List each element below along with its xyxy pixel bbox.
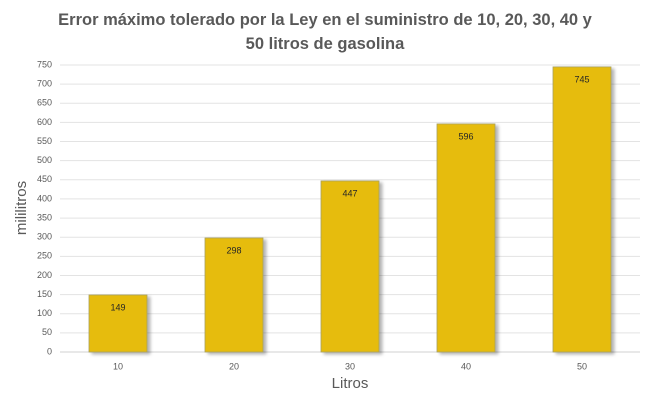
y-tick-label: 0	[47, 346, 52, 356]
data-label: 447	[342, 188, 357, 198]
bar	[204, 237, 264, 353]
y-tick-label: 250	[37, 251, 52, 261]
data-label: 745	[574, 74, 589, 84]
x-tick-label: 10	[113, 361, 123, 371]
x-tick-label: 50	[577, 361, 587, 371]
y-tick-label: 400	[37, 193, 52, 203]
x-tick-label: 30	[345, 361, 355, 371]
y-tick-label: 550	[37, 136, 52, 146]
x-tick-label: 40	[461, 361, 471, 371]
y-axis-title: mililitros	[13, 181, 30, 235]
y-tick-label: 600	[37, 117, 52, 127]
y-tick-label: 350	[37, 212, 52, 222]
y-tick-label: 650	[37, 98, 52, 108]
chart-title: Error máximo tolerado por la Ley en el s…	[58, 11, 592, 53]
y-tick-label: 150	[37, 289, 52, 299]
y-tick-label: 50	[42, 327, 52, 337]
y-tick-label: 200	[37, 270, 52, 280]
bar	[436, 123, 496, 353]
y-tick-label: 450	[37, 174, 52, 184]
data-label: 596	[458, 131, 473, 141]
x-tick-label: 20	[229, 361, 239, 371]
bar	[88, 294, 148, 353]
y-tick-label: 500	[37, 155, 52, 165]
bar	[320, 180, 380, 353]
bar	[552, 66, 612, 353]
y-tick-label: 100	[37, 308, 52, 318]
y-tick-label: 700	[37, 79, 52, 89]
data-label: 298	[226, 245, 241, 255]
y-tick-label: 750	[37, 59, 52, 69]
data-label: 149	[110, 302, 125, 312]
x-axis-title: Litros	[332, 375, 369, 392]
y-tick-label: 300	[37, 232, 52, 242]
